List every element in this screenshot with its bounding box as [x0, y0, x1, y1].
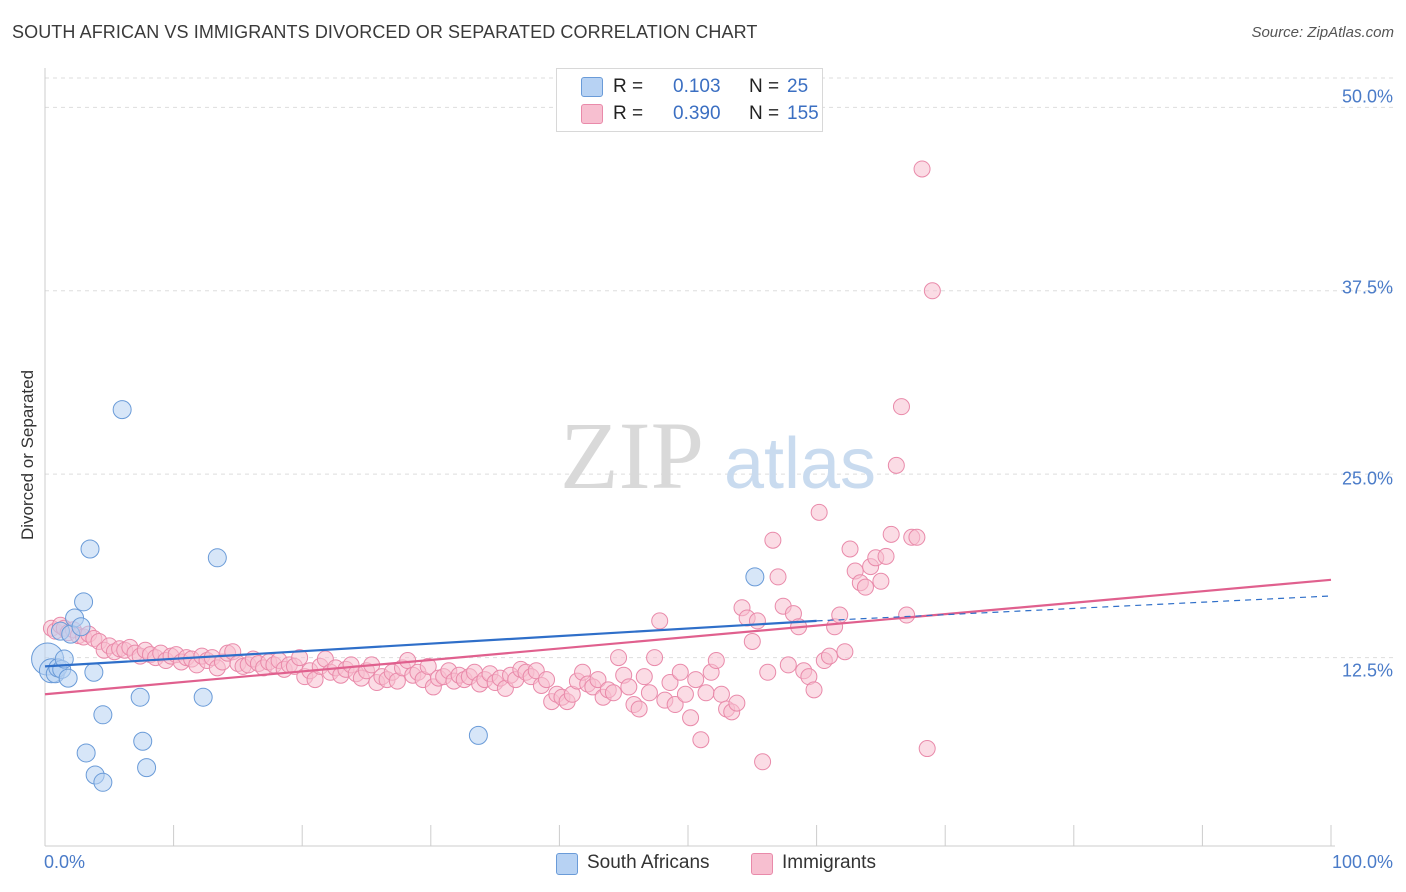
- y-tick-label: 37.5%: [1341, 277, 1393, 298]
- legend-n-label: N =: [749, 103, 780, 124]
- blue-swatch: [581, 77, 603, 97]
- data-point: [764, 531, 782, 549]
- data-point: [856, 578, 874, 596]
- data-point: [133, 731, 153, 751]
- data-point: [748, 612, 766, 630]
- data-point: [918, 740, 936, 758]
- legend-r-value: 0.103: [673, 76, 721, 97]
- pink-swatch: [581, 104, 603, 124]
- data-point: [820, 647, 838, 665]
- data-point: [620, 678, 638, 696]
- south-africans-points: [31, 400, 765, 792]
- data-point: [831, 606, 849, 624]
- pink-swatch: [751, 853, 773, 875]
- data-point: [74, 592, 94, 612]
- data-point: [676, 685, 694, 703]
- legend-n-value: 155: [787, 103, 819, 124]
- legend-r-label: R =: [613, 76, 644, 97]
- data-point: [538, 671, 556, 689]
- data-point: [646, 649, 664, 667]
- data-point: [112, 400, 132, 420]
- data-point: [697, 684, 715, 702]
- data-point: [58, 668, 78, 688]
- axes: [44, 68, 1335, 847]
- data-point: [468, 725, 488, 745]
- data-point: [882, 525, 900, 543]
- bottom-legend-label: Immigrants: [782, 852, 876, 873]
- data-point: [836, 643, 854, 661]
- south-africans-trend-extension: [816, 595, 1332, 622]
- data-point: [193, 687, 213, 707]
- grid-lines: [45, 77, 1393, 659]
- data-point: [872, 572, 890, 590]
- immigrants-trend-line: [44, 578, 1332, 696]
- data-point: [589, 671, 607, 689]
- x-tick-label: 0.0%: [44, 852, 86, 872]
- data-point: [671, 663, 689, 681]
- data-point: [810, 503, 828, 521]
- data-point: [682, 709, 700, 727]
- data-point: [913, 160, 931, 178]
- watermark-atlas: atlas: [724, 424, 876, 504]
- data-point: [93, 772, 113, 792]
- blue-swatch: [556, 853, 578, 875]
- data-point: [769, 568, 787, 586]
- data-point: [640, 684, 658, 702]
- data-point: [630, 700, 648, 718]
- y-tick-label: 25.0%: [1341, 468, 1393, 489]
- data-point: [923, 282, 941, 300]
- data-point: [137, 758, 157, 778]
- data-point: [779, 656, 797, 674]
- legend-n-label: N =: [749, 76, 780, 97]
- data-point: [805, 681, 823, 699]
- data-point: [712, 685, 730, 703]
- data-point: [898, 606, 916, 624]
- watermark-zip: ZIP: [560, 402, 704, 509]
- data-point: [877, 547, 895, 565]
- source-label: Source: ZipAtlas.com: [1251, 24, 1394, 41]
- data-point: [745, 567, 765, 587]
- data-point: [207, 548, 227, 568]
- data-point: [908, 528, 926, 546]
- data-point: [84, 662, 104, 682]
- data-point: [130, 687, 150, 707]
- y-axis-label: Divorced or Separated: [18, 369, 37, 541]
- data-point: [610, 649, 628, 667]
- legend-r-label: R =: [613, 103, 644, 124]
- data-point: [841, 540, 859, 558]
- data-point: [604, 684, 622, 702]
- south-africans-trend-line: [44, 619, 817, 668]
- bottom-legend-label: South Africans: [587, 852, 710, 873]
- data-point: [76, 743, 96, 763]
- legend-r-value: 0.390: [673, 103, 721, 124]
- data-point: [892, 398, 910, 416]
- data-point: [80, 539, 100, 559]
- data-point: [707, 652, 725, 670]
- data-point: [54, 649, 74, 669]
- data-point: [692, 731, 710, 749]
- data-point: [419, 657, 437, 675]
- data-point: [651, 612, 669, 630]
- data-point: [666, 696, 684, 714]
- data-point: [887, 456, 905, 474]
- trend-lines: [44, 578, 1332, 696]
- data-point: [759, 663, 777, 681]
- data-point: [93, 705, 113, 725]
- legend: R = 0.103 N = 25 R = 0.390 N = 155: [556, 68, 823, 132]
- data-point: [728, 694, 746, 712]
- data-point: [635, 668, 653, 686]
- data-point: [754, 753, 772, 771]
- data-point: [661, 674, 679, 692]
- y-tick-label: 50.0%: [1341, 86, 1393, 107]
- data-point: [71, 617, 91, 637]
- chart-title: SOUTH AFRICAN VS IMMIGRANTS DIVORCED OR …: [12, 22, 758, 42]
- immigrants-points: [42, 160, 941, 771]
- x-tick-label: 100.0%: [1331, 852, 1393, 872]
- data-point: [743, 632, 761, 650]
- y-tick-label: 12.5%: [1341, 660, 1393, 681]
- data-point: [687, 671, 705, 689]
- data-point: [291, 649, 309, 667]
- legend-n-value: 25: [787, 76, 809, 97]
